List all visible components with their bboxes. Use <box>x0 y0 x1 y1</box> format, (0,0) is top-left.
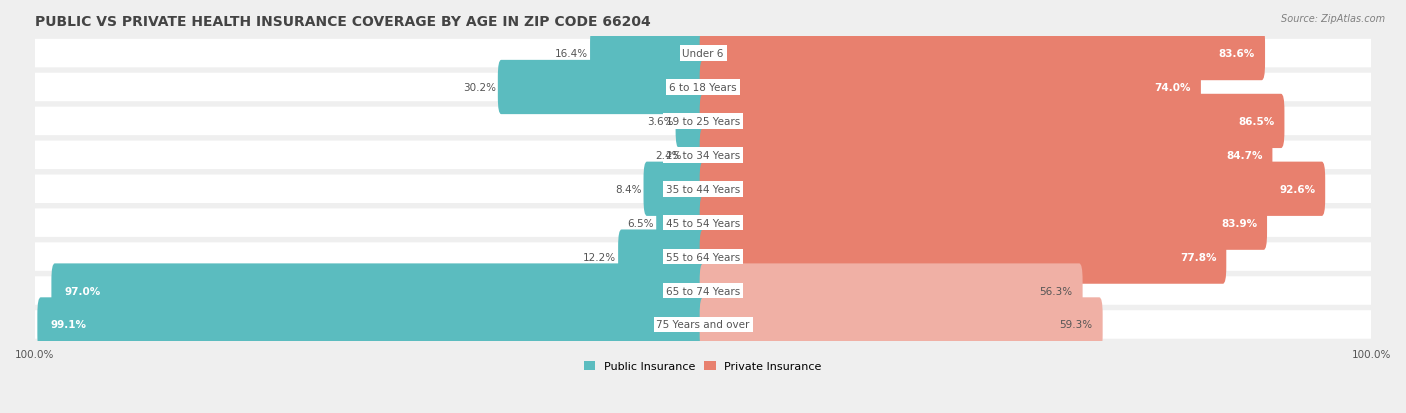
FancyBboxPatch shape <box>52 264 706 318</box>
FancyBboxPatch shape <box>644 162 706 216</box>
Text: 2.4%: 2.4% <box>655 150 682 161</box>
Text: 8.4%: 8.4% <box>614 184 641 194</box>
FancyBboxPatch shape <box>35 243 1371 271</box>
FancyBboxPatch shape <box>35 311 1371 339</box>
Text: 75 Years and over: 75 Years and over <box>657 320 749 330</box>
Text: 25 to 34 Years: 25 to 34 Years <box>666 150 740 161</box>
FancyBboxPatch shape <box>676 95 706 149</box>
Text: PUBLIC VS PRIVATE HEALTH INSURANCE COVERAGE BY AGE IN ZIP CODE 66204: PUBLIC VS PRIVATE HEALTH INSURANCE COVER… <box>35 15 651 29</box>
Text: 99.1%: 99.1% <box>51 320 87 330</box>
FancyBboxPatch shape <box>498 61 706 115</box>
FancyBboxPatch shape <box>35 141 1371 170</box>
FancyBboxPatch shape <box>657 196 706 250</box>
Text: 77.8%: 77.8% <box>1180 252 1216 262</box>
Text: 97.0%: 97.0% <box>65 286 101 296</box>
Text: 86.5%: 86.5% <box>1239 116 1274 127</box>
FancyBboxPatch shape <box>35 277 1371 305</box>
Text: 3.6%: 3.6% <box>647 116 673 127</box>
FancyBboxPatch shape <box>35 107 1371 136</box>
FancyBboxPatch shape <box>619 230 706 284</box>
Text: 83.9%: 83.9% <box>1220 218 1257 228</box>
FancyBboxPatch shape <box>35 74 1371 102</box>
Text: 45 to 54 Years: 45 to 54 Years <box>666 218 740 228</box>
Text: 19 to 25 Years: 19 to 25 Years <box>666 116 740 127</box>
Legend: Public Insurance, Private Insurance: Public Insurance, Private Insurance <box>579 356 827 376</box>
FancyBboxPatch shape <box>700 27 1265 81</box>
FancyBboxPatch shape <box>35 209 1371 237</box>
FancyBboxPatch shape <box>700 264 1083 318</box>
Text: 6.5%: 6.5% <box>627 218 654 228</box>
FancyBboxPatch shape <box>700 230 1226 284</box>
Text: 83.6%: 83.6% <box>1219 49 1256 59</box>
FancyBboxPatch shape <box>700 162 1326 216</box>
Text: Source: ZipAtlas.com: Source: ZipAtlas.com <box>1281 14 1385 24</box>
Text: 55 to 64 Years: 55 to 64 Years <box>666 252 740 262</box>
FancyBboxPatch shape <box>700 298 1102 352</box>
Text: 65 to 74 Years: 65 to 74 Years <box>666 286 740 296</box>
FancyBboxPatch shape <box>35 175 1371 204</box>
Text: 92.6%: 92.6% <box>1279 184 1315 194</box>
FancyBboxPatch shape <box>35 40 1371 68</box>
FancyBboxPatch shape <box>38 298 706 352</box>
Text: 30.2%: 30.2% <box>463 83 496 93</box>
Text: 16.4%: 16.4% <box>555 49 588 59</box>
FancyBboxPatch shape <box>700 61 1201 115</box>
Text: 56.3%: 56.3% <box>1039 286 1073 296</box>
Text: 35 to 44 Years: 35 to 44 Years <box>666 184 740 194</box>
Text: 6 to 18 Years: 6 to 18 Years <box>669 83 737 93</box>
Text: 59.3%: 59.3% <box>1060 320 1092 330</box>
FancyBboxPatch shape <box>700 196 1267 250</box>
Text: 12.2%: 12.2% <box>583 252 616 262</box>
FancyBboxPatch shape <box>700 95 1285 149</box>
Text: 74.0%: 74.0% <box>1154 83 1191 93</box>
FancyBboxPatch shape <box>683 128 706 183</box>
Text: 84.7%: 84.7% <box>1226 150 1263 161</box>
Text: Under 6: Under 6 <box>682 49 724 59</box>
FancyBboxPatch shape <box>700 128 1272 183</box>
FancyBboxPatch shape <box>591 27 706 81</box>
